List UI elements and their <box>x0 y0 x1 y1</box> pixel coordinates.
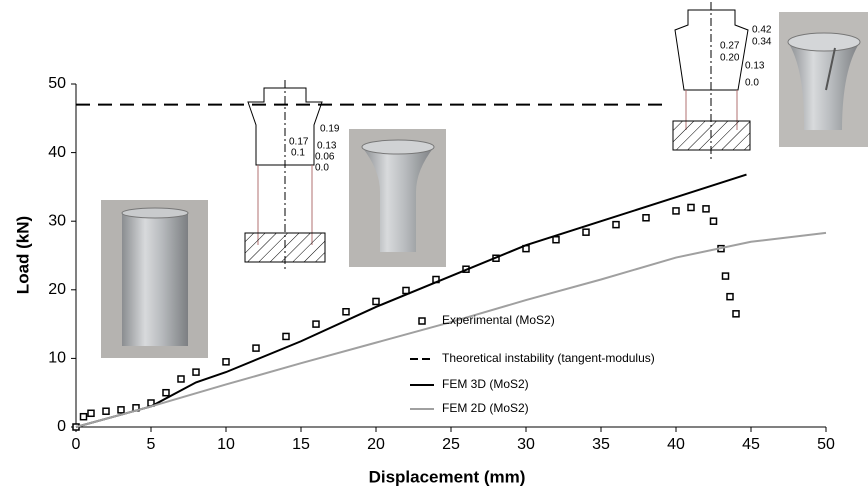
diagram-label: 0.19 <box>320 124 340 135</box>
data-point <box>162 388 170 397</box>
data-point <box>687 203 695 212</box>
diagram-left <box>244 80 326 272</box>
data-point <box>402 286 410 295</box>
y-tick-label: 20 <box>48 281 66 298</box>
data-point <box>721 272 730 280</box>
y-tick-label: 0 <box>57 418 66 435</box>
diagram-label: 0.34 <box>752 37 772 48</box>
data-point <box>192 368 200 376</box>
data-point <box>732 310 740 318</box>
data-point <box>642 214 650 222</box>
data-point <box>709 217 718 225</box>
legend-label: Experimental (MoS2) <box>442 313 555 327</box>
x-tick-label: 0 <box>72 436 81 453</box>
data-point <box>726 292 734 301</box>
data-point <box>177 375 185 383</box>
data-point <box>252 344 260 352</box>
x-tick-label: 30 <box>517 436 535 453</box>
y-axis-title: Load (kN) <box>13 216 32 294</box>
diagram-label: 0.20 <box>720 53 740 64</box>
data-point <box>282 332 290 341</box>
data-point <box>372 297 380 306</box>
x-tick-label: 20 <box>367 436 385 453</box>
x-axis-title: Displacement (mm) <box>369 467 526 486</box>
x-tick-label: 25 <box>442 436 460 453</box>
data-point <box>312 320 320 328</box>
data-point <box>117 406 125 414</box>
data-point <box>582 228 590 236</box>
series-line <box>75 173 747 428</box>
diagram-label: 0.17 <box>289 137 309 148</box>
x-tick-label: 5 <box>147 436 156 453</box>
data-point <box>552 235 560 244</box>
data-point <box>702 205 710 213</box>
x-tick-label: 35 <box>592 436 610 453</box>
legend-marker <box>418 317 426 325</box>
diagram-right <box>672 2 751 160</box>
diagram-label: 0.27 <box>720 41 740 52</box>
legend-label: FEM 3D (MoS2) <box>442 377 529 391</box>
data-point <box>672 207 680 215</box>
legend-label: Theoretical instability (tangent-modulus… <box>442 351 655 365</box>
diagram-label: 0.0 <box>315 163 329 174</box>
diagram-label: 0.0 <box>745 78 759 89</box>
y-tick-label: 50 <box>48 75 66 92</box>
x-tick-label: 10 <box>217 436 235 453</box>
diagram-label: 0.1 <box>291 148 305 159</box>
x-tick-label: 15 <box>292 436 310 453</box>
photo-left <box>101 200 208 358</box>
y-tick-label: 30 <box>48 212 66 229</box>
data-point <box>222 358 230 366</box>
y-tick-label: 10 <box>48 350 66 367</box>
data-point <box>342 308 350 316</box>
photo-middle <box>349 129 446 267</box>
x-tick-label: 40 <box>667 436 685 453</box>
legend-label: FEM 2D (MoS2) <box>442 401 529 415</box>
diagram-label: 0.42 <box>752 25 772 36</box>
photo-right <box>779 12 868 147</box>
data-point <box>79 412 88 421</box>
diagram-label: 0.13 <box>317 141 337 152</box>
diagram-label: 0.06 <box>315 152 335 163</box>
data-point <box>87 409 95 418</box>
data-point <box>102 407 110 415</box>
diagram-label: 0.13 <box>745 61 765 72</box>
data-point <box>612 220 620 229</box>
y-tick-label: 40 <box>48 144 66 161</box>
x-tick-label: 45 <box>742 436 760 453</box>
series-line <box>75 231 827 428</box>
x-tick-label: 50 <box>817 436 835 453</box>
